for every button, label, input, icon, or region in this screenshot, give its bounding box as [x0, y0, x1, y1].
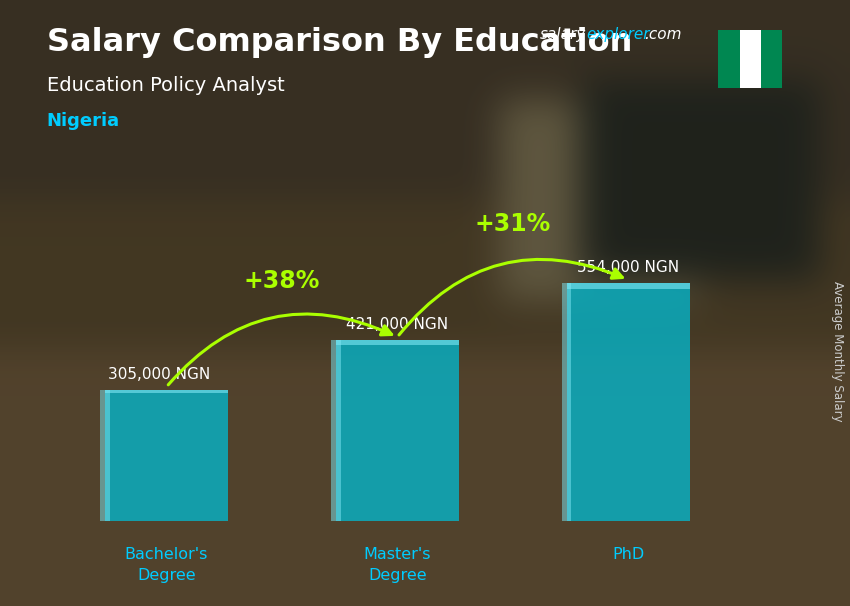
Bar: [336, 340, 459, 521]
Text: Salary Comparison By Education: Salary Comparison By Education: [47, 27, 632, 58]
Text: +38%: +38%: [244, 269, 320, 293]
Bar: [562, 283, 571, 521]
Bar: [336, 340, 459, 345]
Bar: [567, 283, 689, 521]
Text: 554,000 NGN: 554,000 NGN: [577, 260, 679, 275]
Text: 305,000 NGN: 305,000 NGN: [108, 367, 210, 382]
Bar: [105, 390, 228, 521]
Bar: [718, 30, 740, 88]
Text: .com: .com: [644, 27, 682, 42]
Text: PhD: PhD: [612, 547, 644, 562]
Text: Bachelor's
Degree: Bachelor's Degree: [125, 547, 208, 582]
Text: Master's
Degree: Master's Degree: [364, 547, 431, 582]
Text: +31%: +31%: [474, 212, 551, 236]
Text: Education Policy Analyst: Education Policy Analyst: [47, 76, 285, 95]
Bar: [761, 30, 782, 88]
Bar: [740, 30, 761, 88]
Text: Average Monthly Salary: Average Monthly Salary: [830, 281, 844, 422]
Bar: [567, 283, 689, 289]
Text: Nigeria: Nigeria: [47, 112, 120, 130]
Text: explorer: explorer: [586, 27, 650, 42]
Bar: [100, 390, 110, 521]
Bar: [331, 340, 341, 521]
Text: salary: salary: [540, 27, 586, 42]
Text: 421,000 NGN: 421,000 NGN: [346, 318, 448, 332]
Bar: [105, 390, 228, 393]
